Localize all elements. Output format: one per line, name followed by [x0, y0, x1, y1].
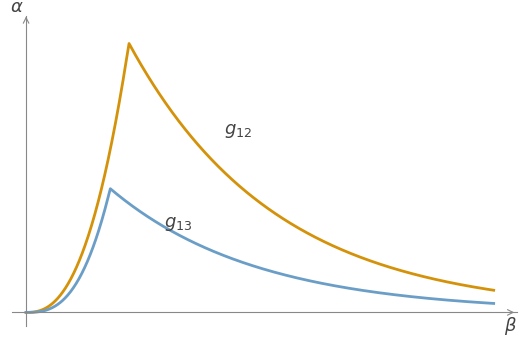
Text: $g_{13}$: $g_{13}$ — [163, 215, 192, 233]
X-axis label: $\beta$: $\beta$ — [504, 315, 517, 337]
Text: $g_{12}$: $g_{12}$ — [224, 122, 253, 140]
Y-axis label: $\alpha$: $\alpha$ — [9, 0, 23, 17]
